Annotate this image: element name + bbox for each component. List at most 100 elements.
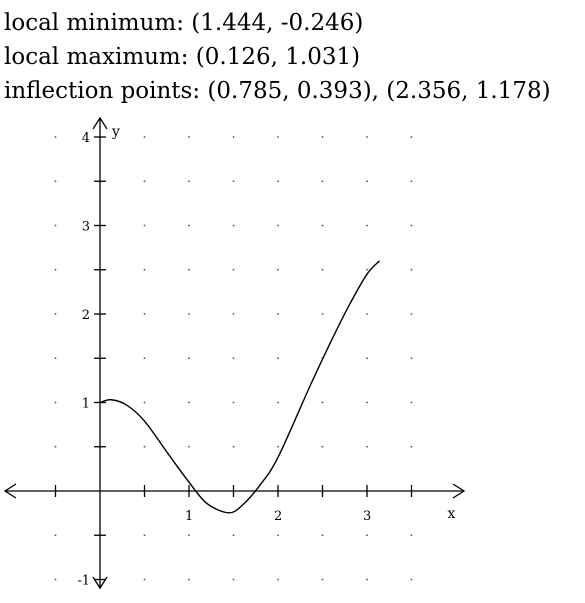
local-maximum-text: local maximum: (0.126, 1.031) (4, 44, 361, 70)
grid-dot (188, 180, 190, 183)
grid-dot (54, 357, 57, 360)
x-axis-arrow-left (3, 483, 17, 499)
grid-dot (232, 313, 235, 315)
grid-dot (277, 578, 279, 581)
grid-dot (54, 534, 57, 537)
grid-dot (366, 357, 368, 360)
grid-dot (232, 401, 235, 404)
grid-dot (321, 268, 324, 271)
grid-dot (410, 357, 413, 360)
grid-dot (366, 534, 368, 537)
y-tick-label: 1 (82, 397, 90, 412)
grid-dot (410, 534, 413, 537)
grid-dot (277, 357, 279, 360)
grid-dot (410, 578, 413, 581)
grid-dot (188, 534, 190, 537)
grid-dot (143, 401, 146, 404)
grid-dot (232, 180, 235, 183)
grid-dot (54, 445, 57, 448)
grid-dot (143, 224, 146, 227)
grid-dot (321, 180, 324, 183)
grid-dot (143, 578, 146, 581)
x-tick-label: 1 (185, 509, 193, 524)
curve-layer (99, 260, 380, 514)
grid-dot (54, 180, 57, 183)
grid-dot (277, 224, 279, 227)
grid-dot (232, 357, 235, 360)
grid-dot (188, 578, 190, 581)
grid-dot (410, 268, 413, 271)
grid-dot (188, 357, 190, 360)
grid-dot (321, 136, 324, 138)
grid-dot (277, 534, 279, 537)
grid-dot (366, 224, 368, 227)
grid-dot (277, 401, 279, 404)
grid-dot (232, 224, 235, 227)
y-axis-arrow-top (92, 116, 108, 130)
x-tick-label: 2 (274, 509, 282, 524)
grid-dot (232, 578, 235, 581)
function-curve (99, 260, 380, 514)
grid-dot (410, 445, 413, 448)
grid-dot (321, 534, 324, 537)
grid-dot (143, 445, 146, 448)
grid-dot (410, 180, 413, 183)
grid-dot (232, 534, 235, 537)
grid-dot (143, 357, 146, 360)
grid-dot (366, 180, 368, 183)
grid-dot (410, 136, 413, 138)
axes (3, 116, 466, 590)
grid-dot (277, 180, 279, 183)
grid-dot (366, 578, 368, 581)
grid-dot (54, 224, 57, 227)
grid-dot (410, 401, 413, 404)
grid-dot (321, 578, 324, 581)
grid-dot (366, 401, 368, 404)
grid-dot (366, 313, 368, 315)
inflection-points-text: inflection points: (0.785, 0.393), (2.35… (4, 78, 551, 104)
grid-dot (410, 313, 413, 315)
grid-dots (54, 136, 413, 581)
y-tick-label: 3 (82, 220, 90, 235)
grid-dot (188, 268, 190, 271)
grid-dot (232, 445, 235, 448)
annotation-block: local minimum: (1.444, -0.246) local max… (4, 6, 551, 108)
y-axis-label: y (111, 124, 120, 140)
grid-dot (321, 313, 324, 315)
grid-dot (366, 445, 368, 448)
grid-dot (188, 136, 190, 138)
function-graph: 1 2 3 -1 1 2 3 4 x y (3, 116, 466, 590)
y-tick-label: -1 (77, 574, 90, 589)
grid-dot (277, 313, 279, 315)
ticks (54, 136, 413, 581)
grid-dot (410, 224, 413, 227)
grid-dot (277, 136, 279, 138)
grid-dot (54, 313, 57, 315)
grid-dot (143, 136, 146, 138)
grid-dot (188, 224, 190, 227)
x-axis-arrow-right (452, 483, 466, 499)
grid-dot (321, 445, 324, 448)
grid-dot (143, 534, 146, 537)
grid-dot (366, 136, 368, 138)
grid-dot (188, 401, 190, 404)
grid-dot (277, 268, 279, 271)
grid-dot (188, 313, 190, 315)
y-tick-label: 4 (82, 131, 90, 146)
grid-dot (321, 401, 324, 404)
grid-dot (54, 401, 57, 404)
local-minimum-text: local minimum: (1.444, -0.246) (4, 10, 364, 36)
grid-dot (277, 445, 279, 448)
tick-labels: 1 2 3 -1 1 2 3 4 x y (77, 124, 455, 589)
grid-dot (321, 224, 324, 227)
grid-dot (54, 136, 57, 138)
x-axis-label: x (448, 506, 456, 522)
grid-dot (188, 445, 190, 448)
grid-dot (54, 578, 57, 581)
y-tick-label: 2 (82, 308, 90, 323)
grid-dot (232, 268, 235, 271)
x-tick-label: 3 (363, 509, 371, 524)
y-axis-arrow-bottom (92, 576, 108, 590)
grid-dot (366, 268, 368, 271)
grid-dot (54, 268, 57, 271)
